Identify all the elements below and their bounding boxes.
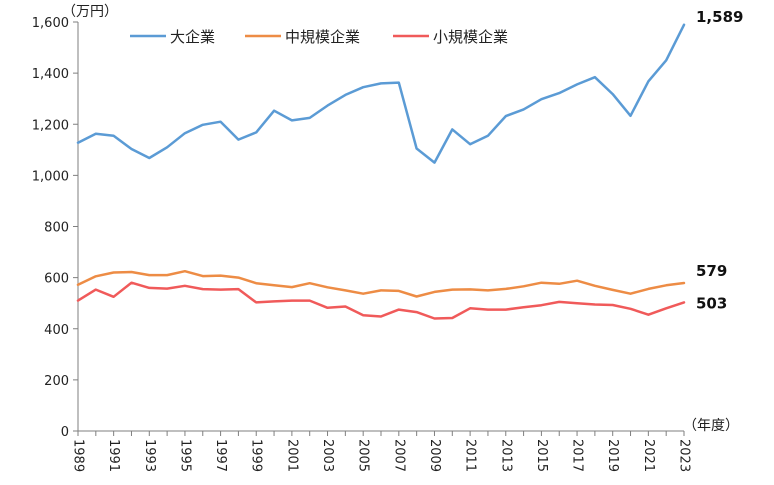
x-tick-label: 2019: [605, 439, 620, 472]
end-labels: 1,589 579 503: [696, 8, 743, 313]
legend-label: 中規模企業: [285, 28, 360, 46]
y-tick-label: 1,400: [32, 67, 69, 82]
y-tick-label: 200: [44, 374, 69, 389]
x-axis-ticks: 1989 1991 1993 1995 1997 1999 2001 2003 2005 2007…: [71, 431, 692, 472]
series-lines: [76, 23, 686, 320]
legend-label: 大企業: [170, 28, 215, 46]
y-tick-label: 0: [61, 425, 69, 440]
x-tick-label: 1995: [177, 439, 192, 472]
end-value-label: 503: [696, 294, 727, 312]
x-tick-label: 2021: [641, 439, 656, 472]
x-tick-label: 2001: [284, 439, 299, 472]
y-tick-label: 400: [44, 323, 69, 338]
x-tick-label: 2009: [427, 439, 442, 472]
series-line-2: [76, 269, 686, 298]
y-axis-ticks: 0 200 400 600 800 1,000 1,200 1,400 1,600: [32, 16, 78, 440]
y-tick-label: 600: [44, 272, 69, 287]
x-tick-label: 2011: [463, 439, 478, 472]
legend-label: 小規模企業: [433, 28, 508, 46]
x-tick-label: 2015: [534, 439, 549, 472]
x-tick-label: 1989: [71, 439, 86, 472]
y-tick-label: 1,600: [32, 16, 69, 31]
legend: 大企業 中規模企業 小規模企業: [130, 28, 508, 46]
x-axis-unit-label: （年度）: [683, 418, 739, 434]
y-tick-label: 1,000: [32, 169, 69, 184]
y-tick-label: 1,200: [32, 118, 69, 133]
x-tick-label: 2013: [498, 439, 513, 472]
x-tick-label: 2005: [356, 439, 371, 472]
x-tick-label: 1999: [249, 439, 264, 472]
y-tick-label: 800: [44, 221, 69, 236]
x-tick-label: 2023: [677, 439, 692, 472]
end-value-label: 1,589: [696, 8, 743, 26]
x-tick-label: 1997: [213, 439, 228, 472]
x-tick-label: 2003: [320, 439, 335, 472]
x-tick-label: 1991: [106, 439, 121, 472]
x-tick-label: 1993: [142, 439, 157, 472]
series-line-3: [76, 281, 686, 320]
x-tick-label: 2017: [570, 439, 585, 472]
end-value-label: 579: [696, 262, 727, 280]
series-line-1: [76, 23, 686, 164]
x-tick-label: 2007: [391, 439, 406, 472]
y-axis-unit-label: （万円）: [62, 4, 118, 20]
